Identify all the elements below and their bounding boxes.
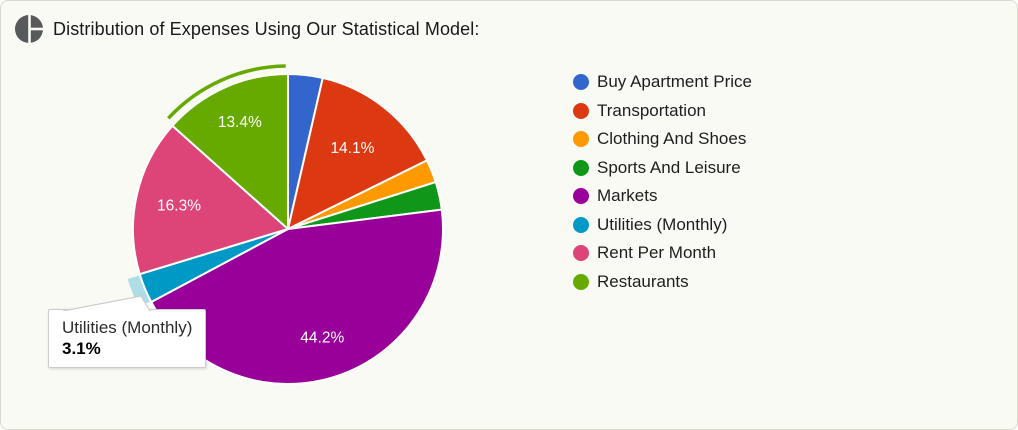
legend-label: Sports And Leisure xyxy=(597,157,741,177)
chart-title: Distribution of Expenses Using Our Stati… xyxy=(53,18,480,39)
slice-label-rent-per-month: 16.3% xyxy=(157,197,201,214)
slice-label-restaurants: 13.4% xyxy=(218,114,262,131)
pie-slice-restaurants[interactable] xyxy=(171,73,289,230)
legend-bullet-icon xyxy=(573,74,589,91)
slice-label-transportation: 14.1% xyxy=(330,140,374,157)
legend-label: Buy Apartment Price xyxy=(597,72,752,92)
legend-item-utilities-monthly[interactable]: Utilities (Monthly) xyxy=(573,211,752,240)
legend-item-clothing-and-shoes[interactable]: Clothing And Shoes xyxy=(573,125,752,154)
legend-item-rent-per-month[interactable]: Rent Per Month xyxy=(573,239,752,268)
slice-label-markets: 44.2% xyxy=(300,329,344,346)
tooltip-label: Utilities (Monthly) xyxy=(62,318,193,337)
selection-ring-restaurants xyxy=(167,64,286,120)
legend-label: Rent Per Month xyxy=(597,243,717,263)
legend-bullet-icon xyxy=(573,188,589,205)
legend-bullet-icon xyxy=(573,273,589,290)
legend-bullet-icon xyxy=(573,245,589,262)
pie-slice-transportation[interactable] xyxy=(287,76,428,230)
chart-header: Distribution of Expenses Using Our Stati… xyxy=(14,13,479,45)
legend-item-buy-apartment-price[interactable]: Buy Apartment Price xyxy=(573,68,752,97)
legend-item-markets[interactable]: Markets xyxy=(573,182,752,211)
tooltip-callout-arrow xyxy=(62,295,151,311)
tooltip-value: 3.1% xyxy=(62,339,101,358)
legend-bullet-icon xyxy=(573,131,589,148)
pie-slice-rent-per-month[interactable] xyxy=(132,124,289,276)
legend-item-sports-and-leisure[interactable]: Sports And Leisure xyxy=(573,154,752,183)
legend-label: Clothing And Shoes xyxy=(597,129,747,149)
pie-chart-icon xyxy=(15,13,44,45)
legend-bullet-icon xyxy=(573,159,589,176)
tooltip: Utilities (Monthly) 3.1% xyxy=(48,295,206,368)
legend-item-restaurants[interactable]: Restaurants xyxy=(573,268,752,297)
legend-label: Transportation xyxy=(597,100,706,120)
legend-label: Restaurants xyxy=(597,271,689,291)
legend-bullet-icon xyxy=(573,102,589,119)
legend-label: Markets xyxy=(597,186,658,206)
legend-item-transportation[interactable]: Transportation xyxy=(573,97,752,126)
legend-label: Utilities (Monthly) xyxy=(597,214,728,234)
chart-legend: Buy Apartment Price Transportation Clothin… xyxy=(573,68,752,296)
legend-bullet-icon xyxy=(573,216,589,233)
